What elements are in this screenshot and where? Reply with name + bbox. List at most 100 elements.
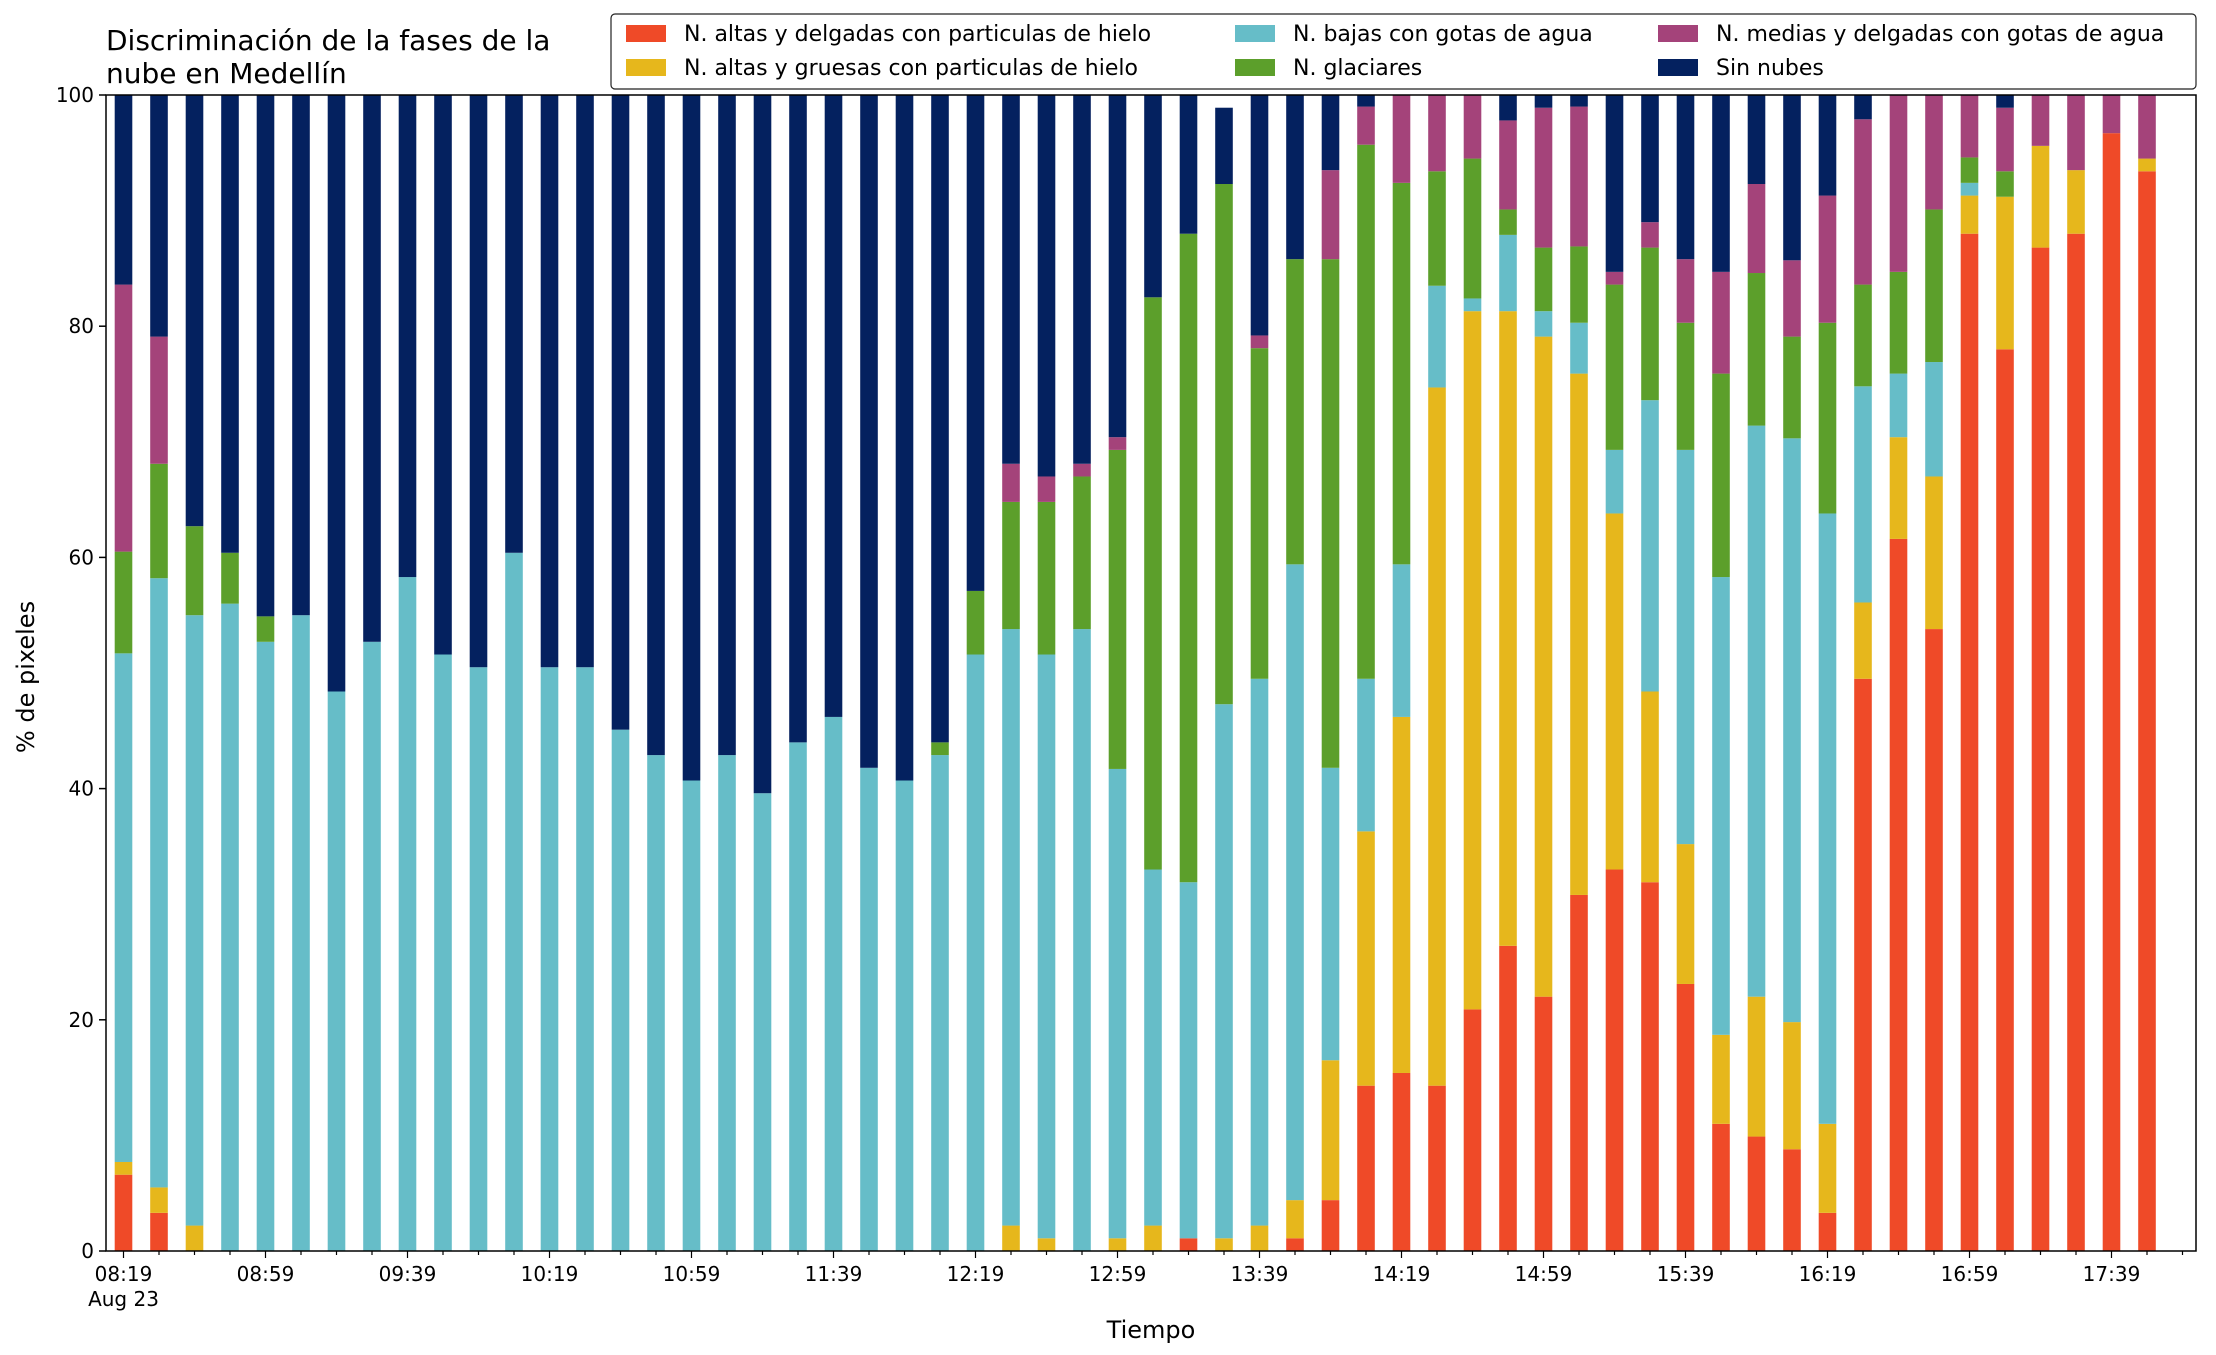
- bar-segment-2-2: [185, 615, 204, 1226]
- bar-segment-46-2: [1747, 425, 1766, 997]
- bar-segment-52-1: [1960, 195, 1979, 234]
- chart-title-line-2: nube en Medellín: [106, 57, 347, 90]
- bar-segment-4-5: [256, 95, 275, 617]
- x-tick-label: 15:39: [1657, 1262, 1715, 1286]
- bar-segment-9-5: [434, 95, 452, 655]
- bar-segment-14-5: [611, 95, 630, 730]
- bar-segment-13-5: [576, 95, 594, 668]
- bar-segment-31-3: [1215, 184, 1233, 705]
- bar-segment-27-4: [1073, 463, 1091, 477]
- bar-segment-55-1: [2067, 170, 2085, 234]
- bar-segment-35-4: [1357, 106, 1375, 145]
- bar-segment-23-3: [931, 742, 949, 756]
- bar-segment-45-1: [1712, 1034, 1730, 1124]
- bar-segment-33-5: [1286, 95, 1304, 260]
- bar-segment-34-0: [1321, 1200, 1340, 1251]
- bar-segment-52-4: [1960, 95, 1979, 158]
- bar-segment-28-4: [1108, 437, 1127, 450]
- bar-segment-28-3: [1108, 449, 1127, 769]
- bar-segment-37-4: [1428, 95, 1446, 172]
- bar-segment-28-2: [1108, 768, 1127, 1239]
- bar-segment-1-2: [150, 578, 168, 1188]
- bar-segment-35-5: [1357, 95, 1375, 107]
- bar-segment-40-3: [1534, 247, 1553, 312]
- legend-swatch-2: [1235, 25, 1275, 42]
- bar-segment-38-0: [1463, 1009, 1482, 1251]
- bar-segment-32-5: [1250, 95, 1269, 336]
- x-tick-label: 12:59: [1089, 1262, 1147, 1286]
- bar-segment-12-5: [540, 95, 559, 668]
- bar-segment-52-3: [1960, 157, 1979, 183]
- x-tick-label: 08:59: [237, 1262, 295, 1286]
- x-tick-label: 10:59: [663, 1262, 721, 1286]
- bar-segment-5-2: [292, 615, 310, 1251]
- bar-segment-10-5: [469, 95, 488, 668]
- bar-segment-5-5: [292, 95, 310, 616]
- bar-segment-35-1: [1357, 831, 1375, 1086]
- bar-segment-34-2: [1321, 767, 1340, 1061]
- y-tick-label: 0: [81, 1239, 94, 1263]
- bar-segment-44-3: [1676, 322, 1695, 450]
- legend: N. altas y delgadas con particulas de hi…: [610, 13, 2197, 90]
- bar-segment-40-2: [1534, 311, 1553, 337]
- bar-segment-17-5: [718, 95, 736, 756]
- bar-segment-37-0: [1428, 1085, 1446, 1251]
- bar-segment-46-5: [1747, 95, 1766, 185]
- bar-segment-32-3: [1250, 348, 1269, 679]
- bar-segment-0-5: [114, 95, 133, 285]
- bar-segment-2-5: [185, 95, 204, 527]
- bar-segment-30-3: [1179, 233, 1198, 883]
- bar-segment-34-4: [1321, 170, 1340, 260]
- bar-segment-16-5: [682, 95, 701, 781]
- bar-segment-48-2: [1818, 513, 1837, 1124]
- legend-label-0: N. altas y delgadas con particulas de hi…: [684, 22, 1151, 47]
- bar-segment-40-4: [1534, 107, 1553, 248]
- bar-segment-30-5: [1179, 95, 1198, 234]
- bar-segment-12-2: [540, 667, 559, 1251]
- bar-segment-1-1: [150, 1187, 168, 1213]
- bar-segment-25-2: [1002, 629, 1020, 1226]
- bar-segment-16-2: [682, 780, 701, 1251]
- y-tick-label: 40: [69, 777, 94, 801]
- bar-segment-24-2: [966, 654, 985, 1251]
- bar-segment-42-0: [1605, 869, 1624, 1251]
- bar-segment-55-4: [2067, 95, 2085, 171]
- bar-segment-22-2: [895, 780, 914, 1251]
- bar-segment-26-4: [1037, 476, 1056, 502]
- legend-label-2: N. bajas con gotas de agua: [1293, 22, 1593, 47]
- bar-segment-53-4: [1996, 107, 2014, 172]
- bar-segment-0-4: [114, 284, 133, 552]
- bar-segment-15-5: [647, 95, 665, 756]
- bar-segment-53-5: [1996, 95, 2014, 108]
- y-tick-label: 100: [56, 83, 94, 107]
- bar-segment-53-1: [1996, 196, 2014, 350]
- bar-segment-40-5: [1534, 95, 1553, 108]
- bar-segment-9-2: [434, 654, 452, 1251]
- legend-label-1: N. altas y gruesas con particulas de hie…: [684, 56, 1138, 81]
- bar-segment-34-1: [1321, 1060, 1340, 1201]
- bar-segment-54-0: [2031, 247, 2050, 1252]
- bar-segment-40-0: [1534, 996, 1553, 1251]
- bar-segment-56-0: [2102, 133, 2121, 1252]
- x-date-label: Aug 23: [88, 1287, 159, 1311]
- bar-segment-14-2: [611, 729, 630, 1251]
- bar-segment-15-2: [647, 755, 665, 1251]
- bars-group: [114, 95, 2156, 1252]
- x-tick-label: 17:39: [2083, 1262, 2141, 1286]
- y-tick-label: 80: [69, 314, 94, 338]
- bar-segment-23-5: [931, 95, 949, 743]
- bar-segment-38-2: [1463, 298, 1482, 312]
- bar-segment-45-5: [1712, 95, 1730, 272]
- legend-swatch-0: [626, 25, 666, 42]
- bar-segment-43-3: [1641, 247, 1659, 401]
- bar-segment-30-2: [1179, 882, 1198, 1239]
- bar-segment-26-2: [1037, 654, 1056, 1239]
- bar-segment-57-1: [2138, 158, 2156, 172]
- bar-segment-33-1: [1286, 1200, 1304, 1239]
- bar-segment-38-1: [1463, 311, 1482, 1010]
- bar-segment-50-0: [1889, 538, 1908, 1251]
- bar-segment-39-4: [1499, 120, 1517, 210]
- bar-segment-49-2: [1854, 386, 1872, 603]
- bar-segment-20-5: [824, 95, 843, 717]
